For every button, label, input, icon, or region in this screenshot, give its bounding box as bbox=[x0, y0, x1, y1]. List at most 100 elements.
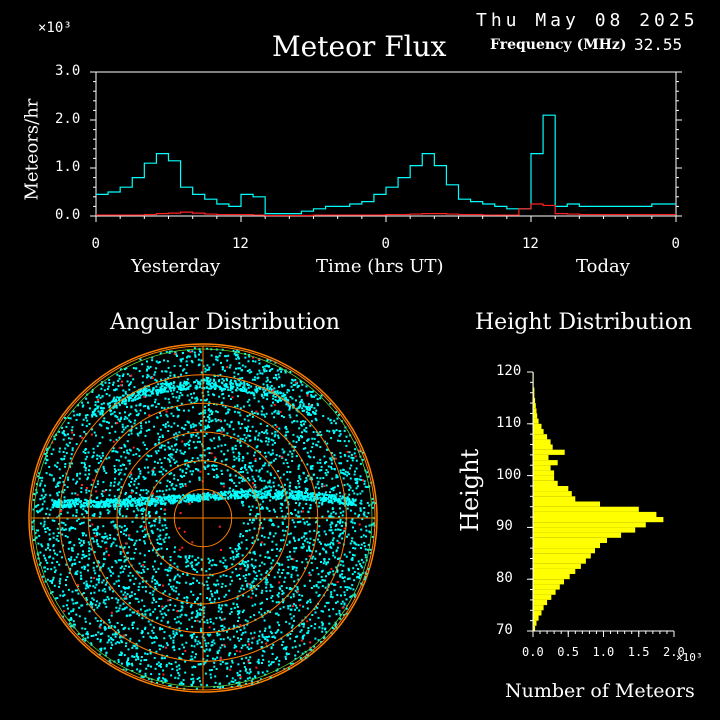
angular-point bbox=[109, 569, 112, 572]
angular-band-point bbox=[66, 504, 68, 506]
angular-point bbox=[245, 547, 248, 550]
angular-point bbox=[340, 594, 342, 597]
angular-point bbox=[272, 401, 274, 404]
angular-point bbox=[188, 447, 191, 450]
angular-point bbox=[149, 504, 151, 507]
angular-point bbox=[198, 412, 201, 415]
angular-point bbox=[147, 405, 150, 408]
angular-point bbox=[149, 651, 152, 654]
angular-point bbox=[87, 401, 89, 404]
angular-point bbox=[220, 460, 223, 463]
angular-point bbox=[363, 545, 366, 548]
angular-point bbox=[280, 631, 283, 634]
angular-band-point bbox=[246, 495, 249, 498]
angular-point bbox=[261, 654, 264, 657]
angular-point bbox=[42, 525, 45, 528]
angular-point bbox=[311, 557, 314, 560]
angular-band-point bbox=[231, 490, 234, 493]
angular-point bbox=[96, 396, 99, 399]
angular-point bbox=[172, 608, 175, 611]
angular-point bbox=[230, 611, 233, 613]
angular-point bbox=[239, 535, 242, 538]
angular-point bbox=[261, 601, 264, 604]
angular-point bbox=[113, 389, 116, 392]
angular-point bbox=[112, 638, 115, 641]
angular-point bbox=[198, 363, 201, 366]
angular-point bbox=[156, 681, 158, 684]
angular-band-point bbox=[278, 497, 281, 500]
angular-point bbox=[68, 559, 71, 562]
angular-point bbox=[106, 537, 109, 540]
angular-point bbox=[98, 423, 101, 426]
angular-point bbox=[237, 411, 240, 414]
angular-point bbox=[211, 419, 214, 422]
angular-point bbox=[191, 658, 194, 661]
angular-point bbox=[327, 543, 330, 546]
angular-point bbox=[102, 563, 105, 566]
angular-point bbox=[141, 513, 144, 515]
angular-point bbox=[112, 501, 115, 504]
angular-point bbox=[308, 545, 311, 548]
angular-point bbox=[131, 574, 134, 577]
angular-point bbox=[174, 661, 177, 664]
angular-point bbox=[165, 489, 168, 492]
angular-point bbox=[147, 632, 150, 635]
angular-point bbox=[237, 455, 240, 458]
angular-point bbox=[282, 606, 285, 609]
angular-point bbox=[335, 493, 338, 496]
angular-point bbox=[88, 465, 91, 468]
angular-point bbox=[196, 614, 199, 617]
angular-band-point bbox=[114, 502, 117, 505]
angular-point bbox=[245, 539, 248, 541]
angular-point bbox=[343, 613, 346, 616]
angular-point bbox=[140, 424, 143, 427]
angular-point bbox=[342, 564, 345, 567]
angular-point bbox=[97, 400, 100, 403]
angular-point bbox=[259, 602, 262, 605]
angular-band-point bbox=[348, 501, 351, 504]
angular-band-point bbox=[330, 497, 333, 500]
angular-point bbox=[315, 501, 317, 504]
angular-band-point bbox=[195, 494, 198, 497]
angular-point bbox=[332, 554, 335, 557]
angular-point bbox=[290, 626, 293, 629]
angular-point bbox=[277, 525, 280, 528]
angular-point bbox=[32, 508, 35, 511]
angular-point bbox=[191, 457, 194, 460]
angular-point bbox=[90, 580, 93, 583]
angular-point bbox=[334, 528, 337, 531]
angular-point bbox=[313, 645, 316, 648]
angular-point bbox=[261, 633, 264, 636]
angular-point bbox=[353, 522, 356, 525]
angular-point bbox=[281, 593, 284, 596]
angular-band-point bbox=[68, 501, 71, 504]
angular-point bbox=[151, 549, 154, 552]
angular-band-point bbox=[125, 497, 128, 500]
angular-point bbox=[346, 471, 349, 474]
angular-point bbox=[124, 591, 127, 594]
angular-point bbox=[158, 676, 161, 679]
angular-point bbox=[218, 438, 221, 441]
angular-point bbox=[240, 468, 242, 470]
angular-point bbox=[88, 490, 91, 492]
angular-point bbox=[35, 529, 38, 532]
angular-point bbox=[237, 620, 239, 622]
angular-point bbox=[92, 585, 95, 588]
angular-point bbox=[371, 497, 374, 500]
angular-point bbox=[41, 545, 44, 548]
angular-point bbox=[305, 479, 308, 482]
angular-point bbox=[167, 458, 170, 461]
angular-point bbox=[174, 634, 176, 637]
angular-point bbox=[354, 542, 357, 545]
angular-point bbox=[122, 668, 125, 671]
angular-point bbox=[249, 461, 252, 464]
angular-point bbox=[258, 638, 261, 641]
angular-point bbox=[253, 484, 256, 486]
angular-point bbox=[332, 489, 335, 492]
angular-point bbox=[228, 425, 231, 428]
angular-point bbox=[341, 521, 344, 524]
angular-point bbox=[225, 593, 228, 596]
angular-point bbox=[85, 584, 88, 587]
angular-point bbox=[118, 509, 121, 512]
angular-point bbox=[289, 587, 292, 589]
